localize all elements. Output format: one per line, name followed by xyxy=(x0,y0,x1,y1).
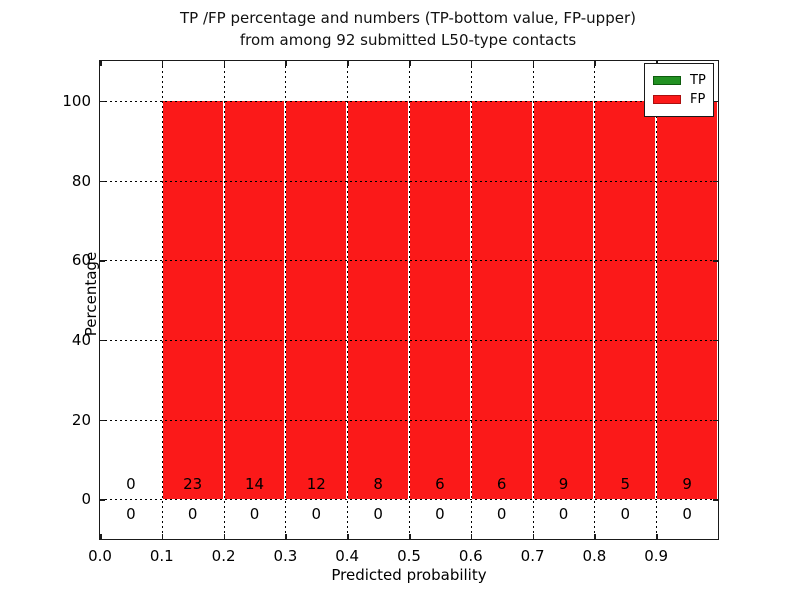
legend-swatch-fp xyxy=(653,95,681,104)
tp-count-label: 0 xyxy=(496,505,507,524)
v-gridline xyxy=(594,61,596,539)
tp-count-label: 0 xyxy=(249,505,260,524)
fp-count-label: 6 xyxy=(496,475,507,494)
x-tick-mark xyxy=(100,534,102,539)
x-tick-label: 0.9 xyxy=(644,547,669,565)
x-tick-mark xyxy=(223,534,226,539)
fp-count-label: 5 xyxy=(620,475,631,494)
x-tick-mark xyxy=(656,534,658,539)
v-gridline xyxy=(347,61,349,539)
v-gridline xyxy=(223,61,225,539)
x-tick-mark xyxy=(347,534,349,539)
y-tick-label: 0 xyxy=(81,490,91,509)
tp-count-label: 0 xyxy=(187,505,198,524)
x-tick-label: 0.0 xyxy=(88,547,112,565)
fp-count-label: 6 xyxy=(435,475,445,494)
v-gridline xyxy=(161,61,163,539)
x-tick-mark xyxy=(409,61,411,66)
y-tick-mark xyxy=(100,499,105,501)
fp-bar xyxy=(471,100,532,500)
legend: TP FP xyxy=(644,63,714,117)
fp-count-label: 9 xyxy=(558,475,569,494)
tp-count-label: 0 xyxy=(126,505,136,524)
v-gridline xyxy=(470,61,472,539)
fp-bar xyxy=(533,100,594,500)
fp-bar xyxy=(410,100,470,500)
x-tick-mark xyxy=(161,61,164,66)
x-tick-label: 0.8 xyxy=(582,547,607,565)
legend-label-tp: TP xyxy=(690,72,706,88)
x-tick-mark xyxy=(161,534,164,539)
x-tick-mark xyxy=(285,534,287,539)
tp-count-label: 0 xyxy=(373,505,383,524)
x-tick-mark xyxy=(594,534,596,539)
fp-bar xyxy=(224,100,285,500)
chart-title: TP /FP percentage and numbers (TP-bottom… xyxy=(99,7,717,51)
x-tick-mark xyxy=(409,534,411,539)
x-tick-label: 0.3 xyxy=(273,547,298,565)
legend-item-fp: FP xyxy=(653,91,713,108)
y-tick-mark xyxy=(100,180,105,182)
y-tick-mark xyxy=(713,260,718,262)
fp-count-label: 14 xyxy=(244,475,265,494)
y-tick-label: 100 xyxy=(62,91,91,110)
x-tick-mark xyxy=(594,61,596,66)
fp-count-label: 8 xyxy=(373,475,383,494)
v-gridline xyxy=(532,61,534,539)
y-tick-mark xyxy=(713,419,718,421)
v-gridline xyxy=(656,61,658,539)
y-tick-mark xyxy=(713,180,718,182)
tp-count-label: 0 xyxy=(311,505,322,524)
x-tick-mark xyxy=(470,534,473,539)
y-tick-label: 60 xyxy=(71,251,91,270)
x-axis-label: Predicted probability xyxy=(331,566,487,584)
fp-bar xyxy=(286,100,347,500)
fp-bar xyxy=(595,100,656,500)
tp-count-label: 0 xyxy=(682,505,692,524)
fp-bar xyxy=(348,100,408,500)
x-tick-label: 0.6 xyxy=(458,547,483,565)
tp-count-label: 0 xyxy=(620,505,631,524)
x-tick-label: 0.5 xyxy=(397,547,421,565)
x-tick-label: 0.1 xyxy=(149,547,174,565)
x-tick-mark xyxy=(100,61,102,66)
y-tick-label: 80 xyxy=(71,171,91,190)
fp-bar xyxy=(162,100,223,500)
fp-count-label: 9 xyxy=(682,475,692,494)
fp-count-label: 12 xyxy=(306,475,326,494)
x-tick-mark xyxy=(285,61,287,66)
legend-item-tp: TP xyxy=(653,72,713,89)
x-tick-label: 0.2 xyxy=(211,547,236,565)
v-gridline xyxy=(409,61,410,539)
y-tick-mark xyxy=(100,339,105,342)
x-tick-mark xyxy=(347,61,349,66)
y-tick-mark xyxy=(100,419,105,421)
y-tick-mark xyxy=(100,260,105,262)
y-tick-mark xyxy=(713,339,718,342)
tp-count-label: 0 xyxy=(558,505,569,524)
chart-title-line1: TP /FP percentage and numbers (TP-bottom… xyxy=(180,9,636,27)
y-tick-mark xyxy=(713,499,718,501)
x-tick-mark xyxy=(532,534,535,539)
fp-bar xyxy=(657,100,717,500)
y-tick-mark xyxy=(713,100,718,103)
chart-title-line2: from among 92 submitted L50-type contact… xyxy=(239,31,577,49)
v-gridline xyxy=(285,61,287,539)
x-tick-mark xyxy=(532,61,535,66)
legend-label-fp: FP xyxy=(690,91,706,107)
fp-count-label: 23 xyxy=(183,475,203,494)
legend-swatch-tp xyxy=(653,76,681,85)
x-tick-mark xyxy=(223,61,226,66)
x-tick-mark xyxy=(470,61,473,66)
x-tick-label: 0.4 xyxy=(335,547,360,565)
tp-count-label: 0 xyxy=(435,505,445,524)
y-tick-label: 20 xyxy=(71,410,91,429)
fp-count-label: 0 xyxy=(126,475,136,494)
y-tick-label: 40 xyxy=(71,330,91,349)
y-tick-mark xyxy=(100,100,105,103)
x-tick-label: 0.7 xyxy=(520,547,545,565)
